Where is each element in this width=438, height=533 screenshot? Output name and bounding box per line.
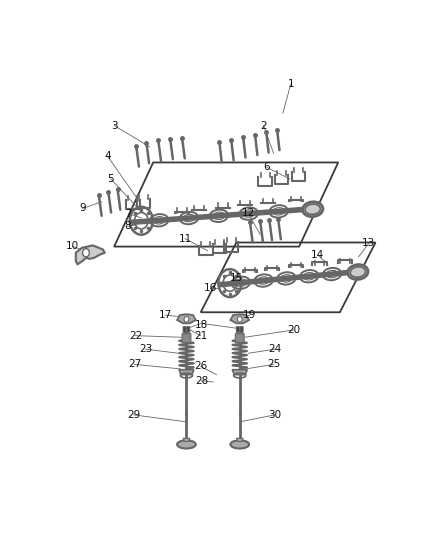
Text: 10: 10 (66, 241, 79, 251)
Ellipse shape (177, 440, 196, 448)
Polygon shape (237, 438, 243, 441)
Text: 1: 1 (287, 79, 294, 90)
Text: 6: 6 (264, 163, 270, 172)
Text: 23: 23 (139, 344, 152, 354)
Polygon shape (179, 370, 194, 375)
FancyBboxPatch shape (240, 327, 243, 333)
Text: 25: 25 (267, 359, 280, 369)
Text: 13: 13 (362, 238, 375, 248)
Text: 28: 28 (195, 376, 208, 386)
Text: 15: 15 (230, 273, 243, 283)
Ellipse shape (303, 202, 323, 216)
Polygon shape (183, 438, 190, 441)
Circle shape (83, 248, 89, 257)
Text: 3: 3 (111, 120, 117, 131)
Circle shape (237, 317, 242, 322)
FancyBboxPatch shape (182, 334, 191, 343)
Polygon shape (76, 245, 105, 264)
Polygon shape (177, 314, 196, 324)
Ellipse shape (348, 264, 368, 279)
Text: 26: 26 (194, 361, 207, 372)
Text: 18: 18 (195, 320, 208, 330)
Text: 2: 2 (260, 120, 267, 131)
Text: 14: 14 (311, 250, 325, 260)
Text: 19: 19 (243, 310, 257, 320)
Circle shape (184, 317, 189, 322)
Text: 8: 8 (124, 222, 131, 231)
Text: 24: 24 (268, 344, 281, 354)
FancyBboxPatch shape (183, 327, 186, 333)
FancyBboxPatch shape (187, 327, 190, 333)
Text: 21: 21 (194, 330, 207, 341)
Text: 30: 30 (268, 410, 281, 420)
Text: 11: 11 (179, 234, 192, 244)
Text: 7: 7 (125, 209, 132, 219)
Text: 20: 20 (287, 325, 300, 335)
Text: 22: 22 (129, 330, 142, 341)
Text: 5: 5 (107, 174, 114, 184)
FancyBboxPatch shape (237, 327, 240, 333)
FancyBboxPatch shape (235, 334, 244, 343)
Text: 17: 17 (159, 310, 172, 320)
Ellipse shape (230, 440, 249, 448)
Text: 12: 12 (242, 208, 255, 219)
Polygon shape (232, 370, 247, 375)
Text: 27: 27 (128, 359, 141, 369)
Text: 9: 9 (79, 204, 86, 213)
Text: 16: 16 (204, 282, 217, 293)
Text: 29: 29 (127, 410, 140, 420)
Text: 4: 4 (104, 151, 111, 161)
Polygon shape (230, 314, 249, 324)
